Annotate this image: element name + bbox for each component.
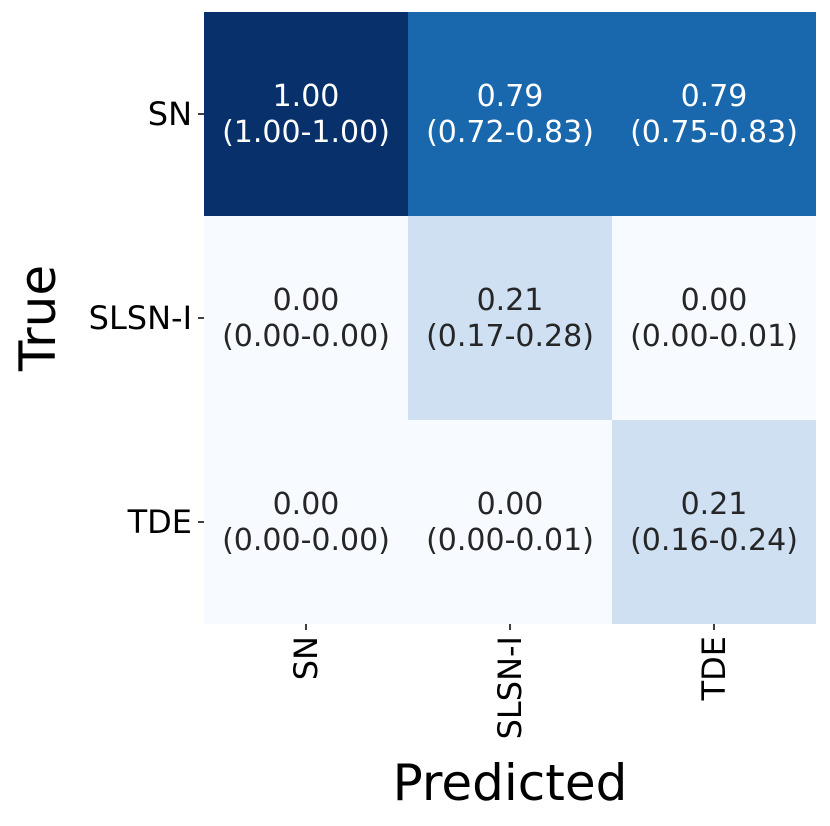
- heatmap-cell: [408, 420, 612, 624]
- y-tick-label: TDE: [127, 503, 192, 541]
- cell-value-label: 0.00: [477, 487, 544, 522]
- cell-range-label: (0.16-0.24): [630, 523, 798, 558]
- cell-value-label: 0.79: [681, 79, 748, 114]
- cell-range-label: (0.00-0.01): [630, 319, 798, 354]
- x-tick-label: SN: [287, 636, 325, 680]
- cell-range-label: (0.72-0.83): [426, 115, 594, 150]
- cell-range-label: (0.00-0.01): [426, 523, 594, 558]
- y-axis-label: True: [9, 265, 67, 372]
- x-axis-ticks: SN SLSN-I TDE: [287, 624, 733, 739]
- y-tick-label: SN: [148, 95, 192, 133]
- cell-range-label: (1.00-1.00): [222, 115, 390, 150]
- heatmap-cell: [612, 216, 816, 420]
- cell-value-label: 0.00: [273, 283, 340, 318]
- heatmap-cell: [204, 216, 408, 420]
- cell-value-label: 0.21: [681, 487, 748, 522]
- x-axis-label: Predicted: [393, 754, 628, 812]
- cell-range-label: (0.00-0.00): [222, 319, 390, 354]
- y-axis-ticks: SN SLSN-I TDE: [89, 95, 204, 541]
- heatmap-cell: [612, 420, 816, 624]
- cell-value-label: 0.00: [681, 283, 748, 318]
- heatmap-cell: [408, 12, 612, 216]
- cell-value-label: 0.00: [273, 487, 340, 522]
- heatmap-cell: [612, 12, 816, 216]
- cell-range-label: (0.75-0.83): [630, 115, 798, 150]
- heatmap-cell: [204, 420, 408, 624]
- heatmap-cells: [204, 12, 816, 624]
- cell-range-label: (0.17-0.28): [426, 319, 594, 354]
- cell-value-label: 0.79: [477, 79, 544, 114]
- y-tick-label: SLSN-I: [89, 299, 192, 337]
- x-tick-label: TDE: [695, 636, 733, 701]
- x-tick-label: SLSN-I: [491, 636, 529, 739]
- cell-annotations: 1.00(1.00-1.00)0.79(0.72-0.83)0.79(0.75-…: [222, 79, 798, 558]
- heatmap-cell: [408, 216, 612, 420]
- heatmap-cell: [204, 12, 408, 216]
- cell-range-label: (0.00-0.00): [222, 523, 390, 558]
- cell-value-label: 0.21: [477, 283, 544, 318]
- cell-value-label: 1.00: [273, 79, 340, 114]
